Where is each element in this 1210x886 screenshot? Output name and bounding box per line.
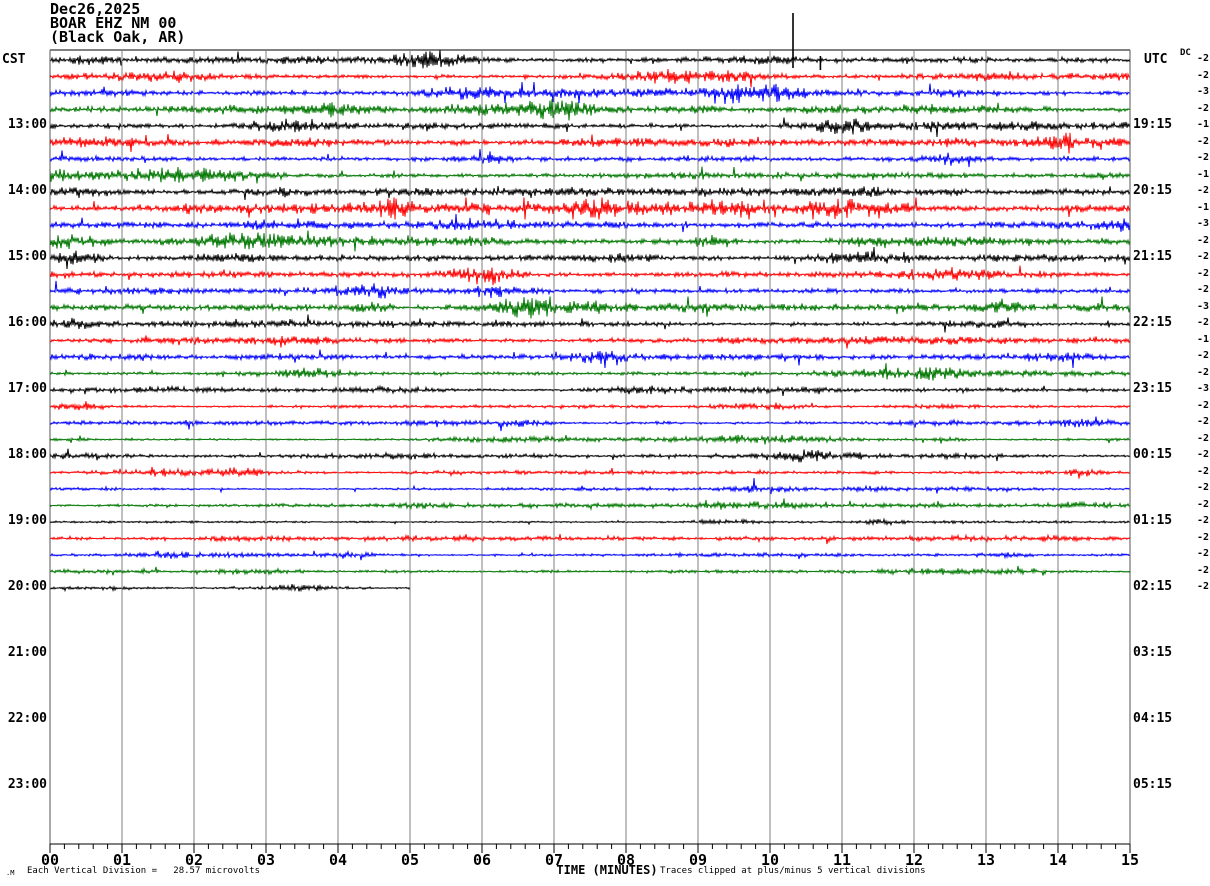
hour-label: 01:15: [1133, 513, 1173, 528]
hour-label: 19:00: [7, 513, 47, 528]
x-axis-tick-label: 11: [832, 851, 852, 869]
title-date: Dec26,2025: [50, 0, 141, 18]
x-axis-tick-label: 08: [616, 851, 636, 869]
dc-offset-header: DC: [1180, 48, 1191, 58]
x-axis-tick-label: 12: [904, 851, 924, 869]
dc-offset-value: -1: [1196, 168, 1209, 180]
hour-label: 04:15: [1133, 711, 1173, 726]
left-timezone-label: CST: [2, 52, 26, 67]
dc-offset-value: -2: [1196, 515, 1209, 526]
dc-offset-value: -2: [1196, 350, 1209, 361]
dc-offset-value: -2: [1196, 317, 1209, 328]
hour-label: 13:00: [7, 117, 47, 132]
dc-offset-value: -2: [1196, 234, 1209, 246]
title-station: BOAR EHZ NM 00: [50, 14, 177, 32]
dc-offset-value: -3: [1196, 383, 1209, 394]
hour-label: 15:00: [7, 249, 47, 264]
dc-offset-value: -2: [1196, 564, 1209, 576]
hour-label: 17:00: [7, 381, 47, 396]
dc-offset-value: -2: [1196, 581, 1209, 592]
x-axis-tick-label: 09: [688, 851, 708, 869]
x-axis-tick-label: 03: [256, 851, 276, 869]
hour-label: 23:00: [7, 777, 47, 792]
vertical-division-note: Each Vertical Division = 28.57 microvolt…: [27, 866, 260, 876]
x-axis-tick-label: 04: [328, 851, 348, 869]
dc-offset-value: -2: [1196, 531, 1209, 543]
x-axis-tick-label: 14: [1048, 851, 1068, 869]
dc-offset-value: -2: [1196, 498, 1209, 510]
x-axis-tick-label: 00: [40, 851, 60, 869]
hour-label: 00:15: [1133, 447, 1173, 462]
hour-label: 22:15: [1133, 315, 1173, 330]
right-timezone-label: UTC: [1144, 52, 1168, 67]
hour-label: 19:15: [1133, 117, 1173, 132]
dc-offset-value: -1: [1196, 201, 1209, 213]
dc-offset-value: -2: [1196, 482, 1209, 493]
dc-offset-value: -2: [1196, 432, 1209, 444]
hour-label: 23:15: [1133, 381, 1173, 396]
dc-offset-value: -2: [1196, 366, 1209, 378]
hour-label: 02:15: [1133, 579, 1173, 594]
title-location: (Black Oak, AR): [50, 28, 186, 46]
dc-offset-value: -2: [1196, 102, 1209, 114]
hour-label: 21:15: [1133, 249, 1173, 264]
dc-offset-value: -1: [1196, 333, 1209, 345]
hour-label: 16:00: [7, 315, 47, 330]
dc-offset-value: -2: [1196, 399, 1209, 411]
x-axis-tick-label: 15: [1120, 851, 1140, 869]
hour-label: 18:00: [7, 447, 47, 462]
hour-label: 22:00: [7, 711, 47, 726]
x-axis-title: TIME (MINUTES): [556, 863, 658, 877]
dc-offset-value: -2: [1196, 69, 1209, 81]
dc-offset-value: -1: [1196, 119, 1209, 130]
hour-label: 20:15: [1133, 183, 1173, 198]
dc-offset-value: -2: [1196, 465, 1209, 477]
dc-offset-value: -2: [1196, 416, 1209, 427]
hour-label: 03:15: [1133, 645, 1173, 660]
hour-label: 14:00: [7, 183, 47, 198]
dc-offset-value: -2: [1196, 135, 1209, 147]
x-axis-tick-label: 05: [400, 851, 420, 869]
dc-offset-value: -2: [1196, 267, 1209, 279]
dc-offset-value: -3: [1196, 218, 1209, 229]
micro-marker: .M: [6, 869, 15, 877]
x-axis-tick-label: 10: [760, 851, 780, 869]
x-axis-tick-label: 13: [976, 851, 996, 869]
hour-label: 21:00: [7, 645, 47, 660]
dc-offset-value: -3: [1196, 300, 1209, 312]
dc-offset-value: -3: [1196, 86, 1209, 97]
dc-offset-value: -2: [1196, 548, 1209, 559]
x-axis-tick-label: 07: [544, 851, 564, 869]
dc-offset-value: -2: [1196, 251, 1209, 262]
hour-label: 05:15: [1133, 777, 1173, 792]
x-axis-tick-label: 01: [112, 851, 132, 869]
x-axis-tick-label: 06: [472, 851, 492, 869]
dc-offset-value: -2: [1196, 185, 1209, 196]
dc-offset-value: -2: [1196, 53, 1209, 64]
x-axis-tick-label: 02: [184, 851, 204, 869]
hour-label: 20:00: [7, 579, 47, 594]
dc-offset-value: -2: [1196, 284, 1209, 295]
dc-offset-value: -2: [1196, 152, 1209, 163]
clip-note: Traces clipped at plus/minus 5 vertical …: [660, 866, 926, 876]
dc-offset-value: -2: [1196, 449, 1209, 460]
